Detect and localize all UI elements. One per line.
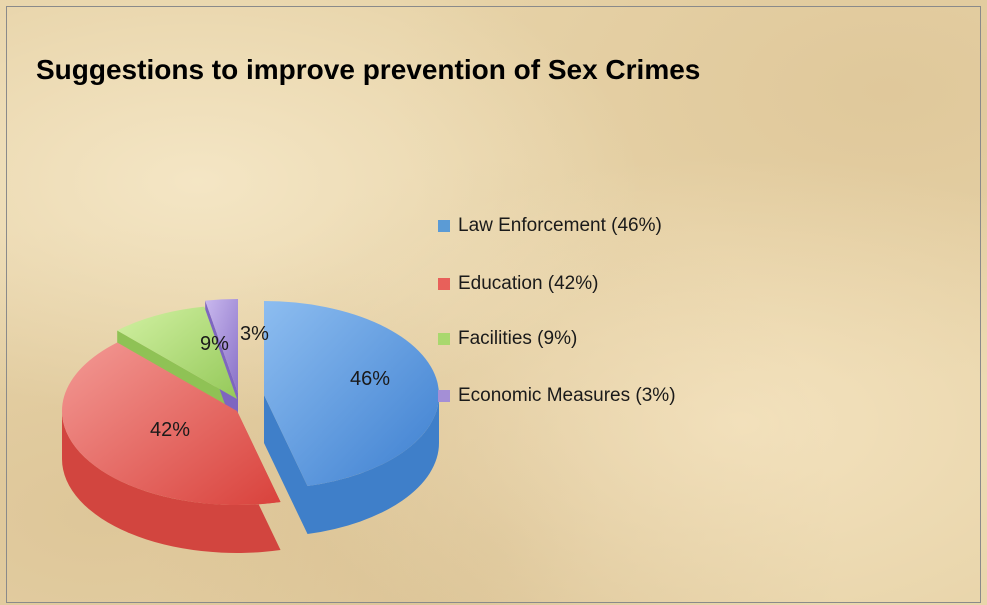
legend-item-facilities: Facilities (9%) bbox=[438, 325, 688, 353]
chart-frame bbox=[6, 6, 981, 603]
legend-swatch bbox=[438, 278, 450, 290]
pie-slice-economic-measures bbox=[205, 299, 238, 393]
pie-slice-side bbox=[62, 342, 281, 553]
pie-slice-education bbox=[62, 342, 281, 505]
legend-label: Economic Measures (3%) bbox=[458, 385, 676, 406]
pie-slice-side bbox=[264, 301, 440, 535]
pie-slice-law-enforcement bbox=[264, 301, 439, 487]
data-label: 46% bbox=[350, 368, 390, 390]
legend-swatch bbox=[438, 390, 450, 402]
legend-swatch bbox=[438, 333, 450, 345]
data-label: 9% bbox=[200, 333, 229, 355]
legend-item-economic-measures: Economic Measures (3%) bbox=[438, 382, 678, 410]
legend-label: Facilities (9%) bbox=[458, 328, 578, 349]
legend-swatch bbox=[438, 220, 450, 232]
data-label: 3% bbox=[240, 323, 269, 345]
pie-slice-facilities bbox=[117, 306, 237, 399]
legend-label: Education (42%) bbox=[458, 273, 599, 294]
legend-label: Law Enforcement (46%) bbox=[458, 215, 662, 236]
legend-item-education: Education (42%) bbox=[438, 270, 688, 298]
chart-title: Suggestions to improve prevention of Sex… bbox=[36, 54, 701, 85]
legend-item-law-enforcement: Law Enforcement (46%) bbox=[438, 212, 688, 240]
data-label: 42% bbox=[150, 419, 190, 441]
